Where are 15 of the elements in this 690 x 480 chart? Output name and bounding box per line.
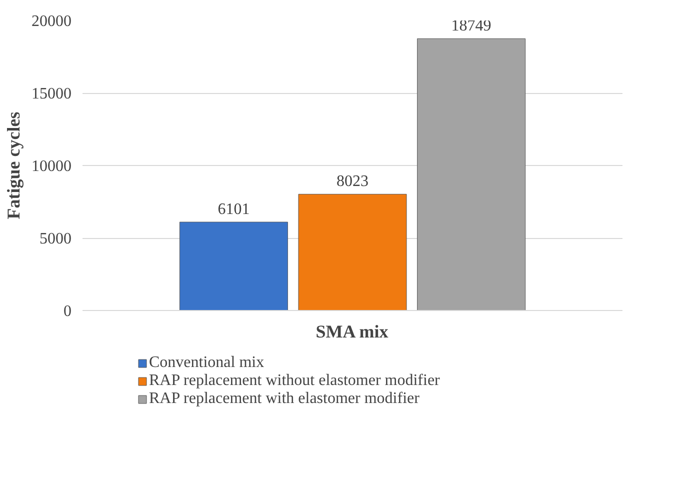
y-tick-label: 20000 [32,13,72,30]
x-axis-title: SMA mix [316,322,388,342]
bar [179,222,288,310]
bar [298,194,407,310]
bar [417,38,526,310]
y-tick-label: 15000 [32,86,72,102]
data-label: 6101 [218,201,250,218]
legend-label: RAP replacement without elastomer modifier [149,372,440,390]
y-axis-title: Fatigue cycles [4,112,24,220]
legend-label: RAP replacement with elastomer modifier [149,390,420,408]
data-label: 8023 [336,173,368,190]
y-tick-label: 5000 [40,230,72,248]
legend-label: Conventional mix [149,354,264,372]
y-tick-label: 10000 [32,158,72,175]
y-tick-label: 0 [64,303,72,320]
